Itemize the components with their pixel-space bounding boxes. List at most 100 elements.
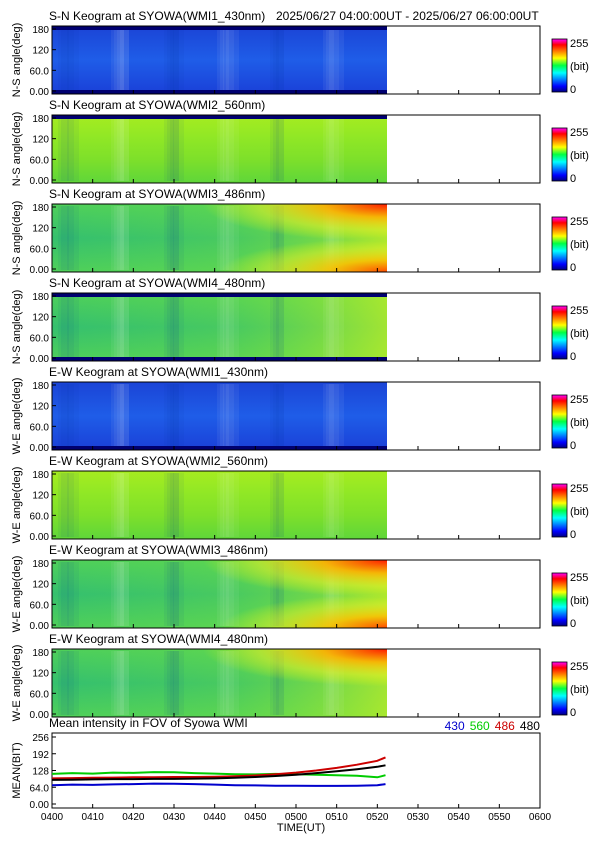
keogram-ytick-label: 0.00 xyxy=(30,621,50,632)
keogram-ylabel: W-E angle(deg) xyxy=(11,378,23,455)
keogram-ytick-label: 60.0 xyxy=(30,333,50,344)
series-line-486 xyxy=(51,756,386,780)
keogram-texture xyxy=(223,117,234,181)
keogram-texture xyxy=(111,28,124,92)
keogram-texture xyxy=(173,295,179,359)
keogram-panel: S-N Keogram at SYOWA(WMI1_430nm) 0.00 60.0… xyxy=(11,9,589,98)
time-range-header: 2025/06/27 04:00:00UT - 2025/06/27 06:00… xyxy=(276,9,539,23)
keogram-texture xyxy=(120,28,129,92)
mean-intensity-chart: Mean intensity in FOV of Syowa WMI 480 486… xyxy=(11,716,552,834)
keogram-texture xyxy=(61,384,69,448)
keogram-texture xyxy=(173,473,179,537)
keogram-texture xyxy=(326,28,339,92)
keogram-image xyxy=(52,115,387,183)
keogram-texture xyxy=(329,384,344,448)
keogram-texture xyxy=(170,295,184,359)
colorbar xyxy=(551,38,568,93)
keogram-ylabel: W-E angle(deg) xyxy=(11,556,23,633)
keogram-texture xyxy=(326,473,339,537)
colorbar-max-label: 255 xyxy=(570,38,588,50)
keogram-texture xyxy=(114,28,129,92)
keogram-ytick-label: 120 xyxy=(32,224,49,235)
keogram-ytick-label: 180 xyxy=(32,25,49,36)
keogram-ytick-label: 60.0 xyxy=(30,689,50,700)
keogram-texture xyxy=(173,117,179,181)
colorbar-min-label: 0 xyxy=(570,262,576,274)
keogram-ytick-label: 120 xyxy=(32,135,49,146)
keogram-ylabel: N-S angle(deg) xyxy=(11,201,23,276)
keogram-texture xyxy=(111,384,124,448)
legend-entry: 486 xyxy=(495,719,515,733)
keogram-texture xyxy=(117,384,124,448)
keogram-ytick-label: 120 xyxy=(32,491,49,502)
keogram-ytick-label: 0.00 xyxy=(30,265,50,276)
colorbar xyxy=(551,394,568,449)
series-line-480 xyxy=(51,764,386,781)
keogram-texture xyxy=(170,117,184,181)
keogram-texture xyxy=(223,473,234,537)
colorbar-unit-label: (bit) xyxy=(570,417,589,429)
keogram-texture xyxy=(217,473,224,537)
chart-xtick-label: 0600 xyxy=(529,812,552,823)
keogram-texture xyxy=(323,117,334,181)
keogram-texture xyxy=(270,28,284,92)
keogram-panel: E-W Keogram at SYOWA(WMI3_486nm) 0.00 60.0… xyxy=(11,543,589,632)
keogram-texture xyxy=(220,117,229,181)
keogram-texture xyxy=(173,384,179,448)
keogram-texture xyxy=(326,117,339,181)
keogram-texture xyxy=(64,295,74,359)
keogram-texture xyxy=(114,473,129,537)
keogram-texture xyxy=(173,28,179,92)
keogram-texture xyxy=(164,384,174,448)
keogram-texture xyxy=(58,117,64,181)
keogram-panel: S-N Keogram at SYOWA(WMI2_560nm) 0.00 60.0… xyxy=(11,98,589,187)
keogram-ytick-label: 0.00 xyxy=(30,710,50,721)
keogram-title: E-W Keogram at SYOWA(WMI4_480nm) xyxy=(49,632,268,646)
keogram-texture xyxy=(323,28,334,92)
keogram-texture xyxy=(61,473,69,537)
chart-title: Mean intensity in FOV of Syowa WMI xyxy=(49,716,248,730)
keogram-fade xyxy=(52,293,387,361)
colorbar-unit-label: (bit) xyxy=(570,684,589,696)
keogram-texture xyxy=(120,117,129,181)
chart-xtick-label: 0530 xyxy=(407,812,430,823)
keogram-texture xyxy=(170,28,184,92)
keogram-texture xyxy=(164,295,174,359)
keogram-texture xyxy=(164,117,174,181)
keogram-title: E-W Keogram at SYOWA(WMI3_486nm) xyxy=(49,543,268,557)
keogram-texture xyxy=(273,384,279,448)
chart-xtick-label: 0440 xyxy=(204,812,227,823)
keogram-texture xyxy=(226,28,239,92)
keogram-ytick-label: 0.00 xyxy=(30,87,50,98)
colorbar-min-label: 0 xyxy=(570,84,576,96)
keogram-ytick-label: 120 xyxy=(32,313,49,324)
keogram-texture xyxy=(329,28,344,92)
colorbar-min-label: 0 xyxy=(570,440,576,452)
keogram-texture xyxy=(273,28,279,92)
legend-entry: 560 xyxy=(470,719,490,733)
keogram-ytick-label: 0.00 xyxy=(30,532,50,543)
chart-ytick-label: 64.0 xyxy=(30,783,50,794)
colorbar-max-label: 255 xyxy=(570,305,588,317)
chart-frame xyxy=(51,732,541,809)
keogram-texture xyxy=(117,28,124,92)
keogram-texture xyxy=(276,473,284,537)
keogram-texture xyxy=(164,28,174,92)
keogram-title: S-N Keogram at SYOWA(WMI1_430nm) xyxy=(49,9,265,23)
keogram-ytick-label: 120 xyxy=(32,669,49,680)
keogram-ytick-label: 60.0 xyxy=(30,422,50,433)
keogram-brightening-top xyxy=(52,649,387,717)
keogram-texture xyxy=(323,473,334,537)
keogram-texture xyxy=(217,384,224,448)
keogram-texture xyxy=(323,295,334,359)
colorbar-unit-label: (bit) xyxy=(570,61,589,73)
keogram-texture xyxy=(67,295,79,359)
keogram-panel: E-W Keogram at SYOWA(WMI1_430nm) 0.00 60.0… xyxy=(11,365,589,454)
keogram-texture xyxy=(64,473,74,537)
keogram-ytick-label: 180 xyxy=(32,114,49,125)
keogram-texture xyxy=(164,473,174,537)
keogram-texture xyxy=(111,295,124,359)
keogram-panel: E-W Keogram at SYOWA(WMI4_480nm) 0.00 60.0… xyxy=(11,632,589,721)
keogram-texture xyxy=(67,28,79,92)
